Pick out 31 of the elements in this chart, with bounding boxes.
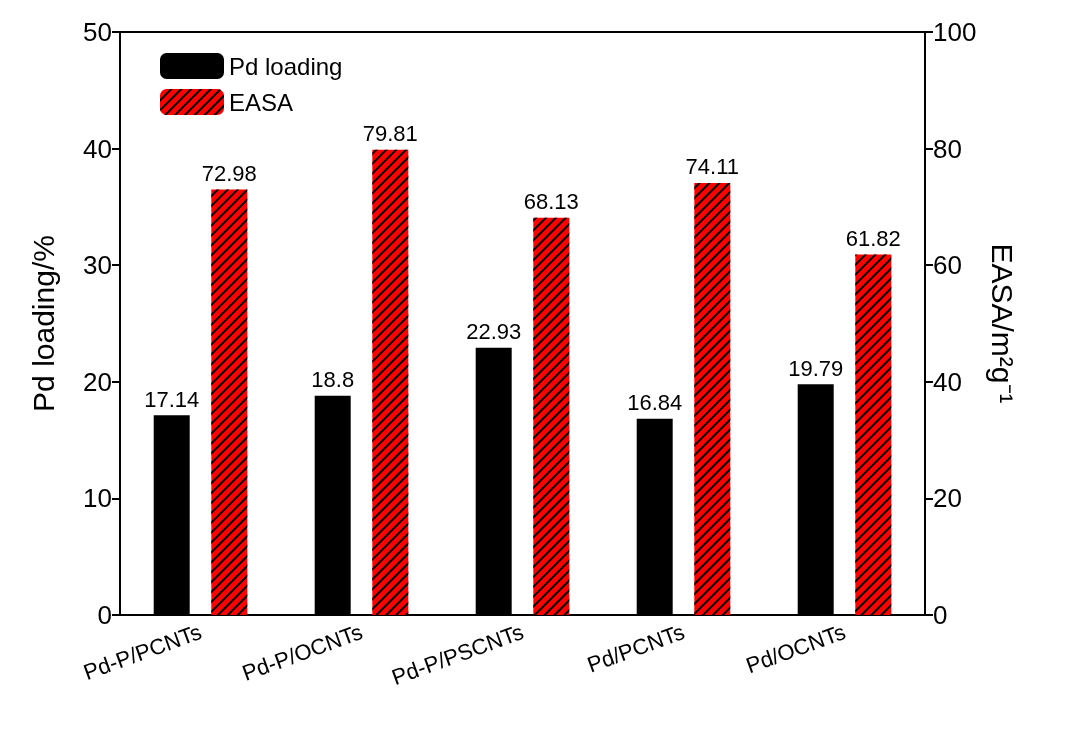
y-tick-label: 0 <box>97 600 112 630</box>
y2-tick-label: 40 <box>933 366 962 397</box>
data-label: 72.98 <box>201 161 257 187</box>
y-tick-label: 50 <box>83 17 112 47</box>
data-label: 68.13 <box>523 189 579 215</box>
data-label: 79.81 <box>362 121 418 147</box>
y-tick-label: 10 <box>83 483 112 514</box>
bar <box>636 418 673 615</box>
data-label: 61.82 <box>845 226 901 252</box>
legend-label: Pd loading <box>229 52 343 80</box>
bar <box>153 415 190 615</box>
data-label: 19.79 <box>788 355 844 381</box>
y2-tick-label: 80 <box>933 133 962 164</box>
y-axis-title: Pd loading/% <box>26 235 60 412</box>
bar <box>797 384 834 615</box>
data-label: 22.93 <box>466 319 522 345</box>
y-tick-label: 40 <box>83 133 112 164</box>
y2-axis-title: EASA/m²g⁻¹ <box>985 243 1019 404</box>
y-tick-label: 20 <box>83 366 112 397</box>
y2-tick-label: 0 <box>933 600 948 630</box>
bar <box>475 347 512 615</box>
data-label: 18.8 <box>311 367 355 393</box>
data-label: 74.11 <box>685 154 740 180</box>
data-label: 17.14 <box>144 386 200 412</box>
y-tick-label: 30 <box>83 250 112 281</box>
y2-tick-label: 20 <box>933 483 962 514</box>
y2-tick-label: 60 <box>933 250 962 281</box>
y2-tick-label: 100 <box>933 17 977 47</box>
legend-label: EASA <box>229 88 294 116</box>
bar <box>314 395 351 615</box>
data-label: 16.84 <box>627 390 683 416</box>
